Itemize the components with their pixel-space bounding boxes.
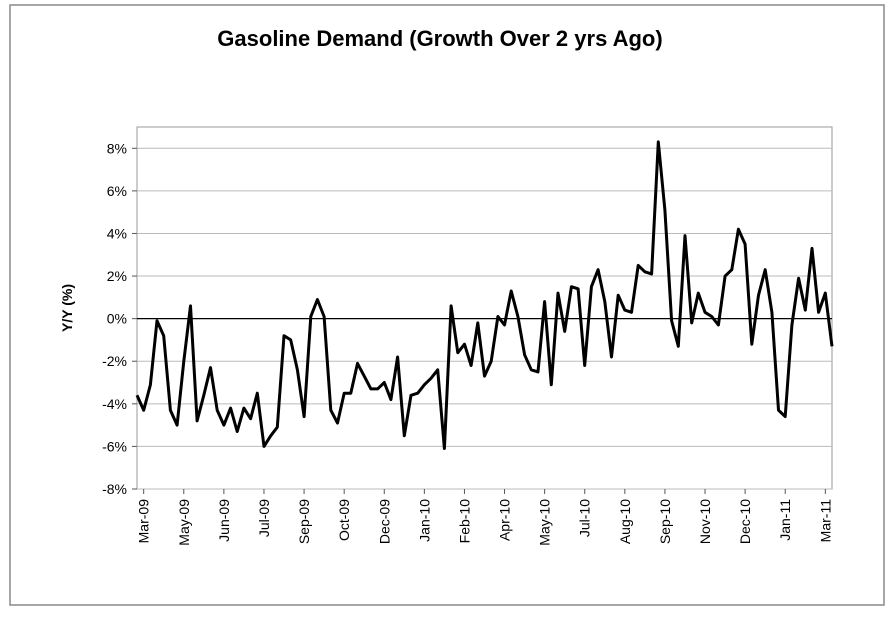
y-tick-label: 6% [107, 183, 127, 199]
y-tick-label: 8% [107, 140, 127, 156]
x-tick-label: Sep-10 [657, 499, 673, 544]
y-tick-label: -6% [102, 438, 127, 454]
x-tick-label: Jul-09 [256, 499, 272, 537]
x-tick-label: Jun-09 [216, 499, 232, 542]
x-tick-label: Dec-09 [376, 499, 392, 544]
y-tick-label: 4% [107, 225, 127, 241]
x-tick-label: Jan-10 [416, 499, 432, 542]
x-tick-label: Sep-09 [296, 499, 312, 544]
chart-title: Gasoline Demand (Growth Over 2 yrs Ago) [217, 26, 662, 51]
x-tick-label: Jan-11 [777, 499, 793, 541]
x-tick-label: Mar-11 [817, 499, 833, 543]
x-tick-label: Jul-10 [577, 499, 593, 537]
x-tick-label: Mar-09 [136, 499, 152, 544]
x-tick-label: Oct-09 [336, 499, 352, 541]
y-tick-label: 2% [107, 268, 127, 284]
plot-area [136, 126, 833, 490]
x-tick-label: Nov-10 [697, 499, 713, 544]
x-tick-label: May-09 [176, 499, 192, 546]
y-axis-label: Y/Y (%) [59, 284, 75, 332]
x-tick-label: Dec-10 [737, 499, 753, 544]
y-tick-label: 0% [107, 311, 127, 327]
x-tick-label: Apr-10 [497, 499, 513, 541]
x-tick-label: May-10 [537, 499, 553, 546]
y-tick-label: -8% [102, 481, 127, 497]
y-tick-label: -2% [102, 353, 127, 369]
y-tick-label: -4% [102, 396, 127, 412]
x-tick-label: Aug-10 [617, 499, 633, 544]
data-line [135, 140, 834, 450]
x-tick-label: Feb-10 [456, 499, 472, 544]
